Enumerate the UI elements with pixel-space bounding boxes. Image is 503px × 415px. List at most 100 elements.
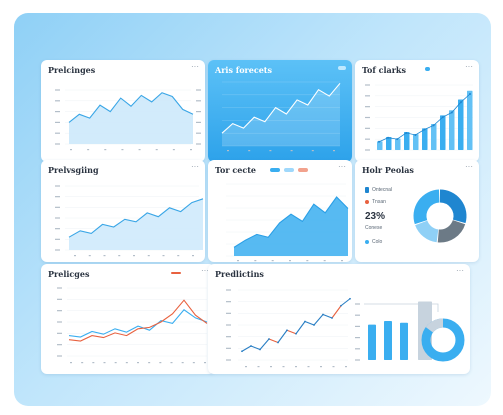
y-tick (57, 310, 62, 312)
y-tick (57, 344, 62, 346)
trend-point (396, 138, 399, 141)
bar (377, 141, 383, 150)
bar (422, 128, 428, 150)
y-tick (55, 143, 60, 145)
series-1-segment (241, 345, 252, 352)
x-tick (148, 362, 151, 364)
donut-slice (439, 189, 467, 224)
legend-label-1: Ontecnal (372, 187, 393, 193)
chart-bar-3 (365, 84, 473, 151)
x-tick (254, 260, 257, 262)
card-tor-cecte: Tor cecte ··· (208, 160, 352, 262)
donut-slice (415, 220, 439, 243)
series-1-segment (259, 338, 270, 350)
y-tick (196, 132, 201, 134)
y-tick (226, 289, 231, 291)
y-tick (55, 100, 60, 102)
dashboard-frame: Prelcinges ··· Aris forecets Tof clarks … (14, 13, 491, 406)
more-icon[interactable]: ··· (201, 266, 209, 275)
x-tick (289, 260, 291, 262)
more-icon[interactable]: ··· (338, 162, 346, 171)
y-tick (55, 238, 60, 240)
more-icon[interactable]: ··· (191, 162, 199, 171)
series-1-segment (340, 298, 351, 307)
legend-chip-3[interactable] (298, 168, 308, 172)
x-tick (70, 362, 72, 364)
legend-swatch (425, 67, 430, 71)
bar (404, 131, 410, 150)
x-tick (170, 362, 173, 364)
series-1-fill (69, 198, 203, 250)
series-1-point (259, 348, 261, 351)
x-tick (190, 149, 192, 151)
series-1-point (340, 304, 342, 307)
x-tick (332, 366, 335, 368)
series-1-point (277, 341, 279, 344)
bar (413, 134, 419, 150)
y-tick (196, 100, 201, 102)
x-tick (306, 260, 309, 262)
x-tick (237, 260, 239, 262)
card-predlictins: Predlictins ··· (208, 264, 470, 374)
card-prelicges: Prelicges ··· (41, 264, 215, 374)
series-1-fill (234, 197, 348, 256)
x-tick (70, 149, 72, 151)
card-title: Predlictins (215, 269, 264, 279)
y-tick (196, 143, 201, 145)
trend-point (450, 111, 453, 114)
series-1-line (221, 82, 341, 134)
x-tick (192, 362, 195, 364)
y-tick (355, 359, 360, 361)
card-title: Prelcinges (48, 65, 96, 75)
legend-chip-1[interactable] (270, 168, 280, 172)
x-tick (103, 362, 106, 364)
chart-area-4 (55, 185, 204, 257)
chart-line-7 (57, 287, 208, 364)
x-tick (137, 362, 139, 364)
card-prelcinges: Prelcinges ··· (41, 60, 205, 162)
percentage-value: 23% (365, 211, 386, 222)
series-1-segment (286, 329, 297, 335)
x-tick (323, 260, 326, 262)
x-tick (177, 255, 180, 257)
bar (368, 324, 376, 360)
y-tick (57, 321, 62, 323)
x-tick (138, 149, 141, 151)
bar (440, 115, 446, 150)
legend-chip-2[interactable] (284, 168, 294, 172)
y-tick (55, 196, 60, 198)
trend-point (432, 124, 435, 127)
bar (395, 138, 401, 150)
series-1-line (68, 198, 204, 238)
x-tick (88, 255, 91, 257)
series-1-point (295, 332, 297, 335)
bar (449, 110, 455, 150)
more-icon[interactable]: ··· (465, 62, 473, 71)
y-tick (226, 336, 231, 338)
x-tick (270, 366, 272, 368)
y-tick (355, 348, 360, 350)
donut-slice (437, 219, 466, 243)
x-tick (204, 362, 206, 364)
y-tick (55, 249, 60, 251)
y-tick (365, 106, 370, 108)
series-1-segment (277, 329, 288, 343)
y-tick (226, 324, 231, 326)
more-icon[interactable]: ··· (456, 266, 464, 275)
x-tick (269, 150, 272, 152)
y-tick (226, 347, 231, 349)
donut-slice (425, 318, 444, 333)
series-1-segment (331, 305, 342, 319)
card-title: Prelvsgiing (48, 165, 99, 175)
connector-line (364, 303, 439, 312)
card-title: Tor cecte (215, 165, 256, 175)
toggle-icon[interactable] (338, 66, 346, 70)
y-tick (55, 132, 60, 134)
x-tick (192, 255, 194, 257)
trend-point (405, 131, 408, 134)
y-tick (55, 121, 60, 123)
more-icon[interactable]: ··· (191, 62, 199, 71)
more-icon[interactable]: ··· (465, 162, 473, 171)
chart-area-5 (226, 183, 349, 262)
y-tick (196, 121, 201, 123)
